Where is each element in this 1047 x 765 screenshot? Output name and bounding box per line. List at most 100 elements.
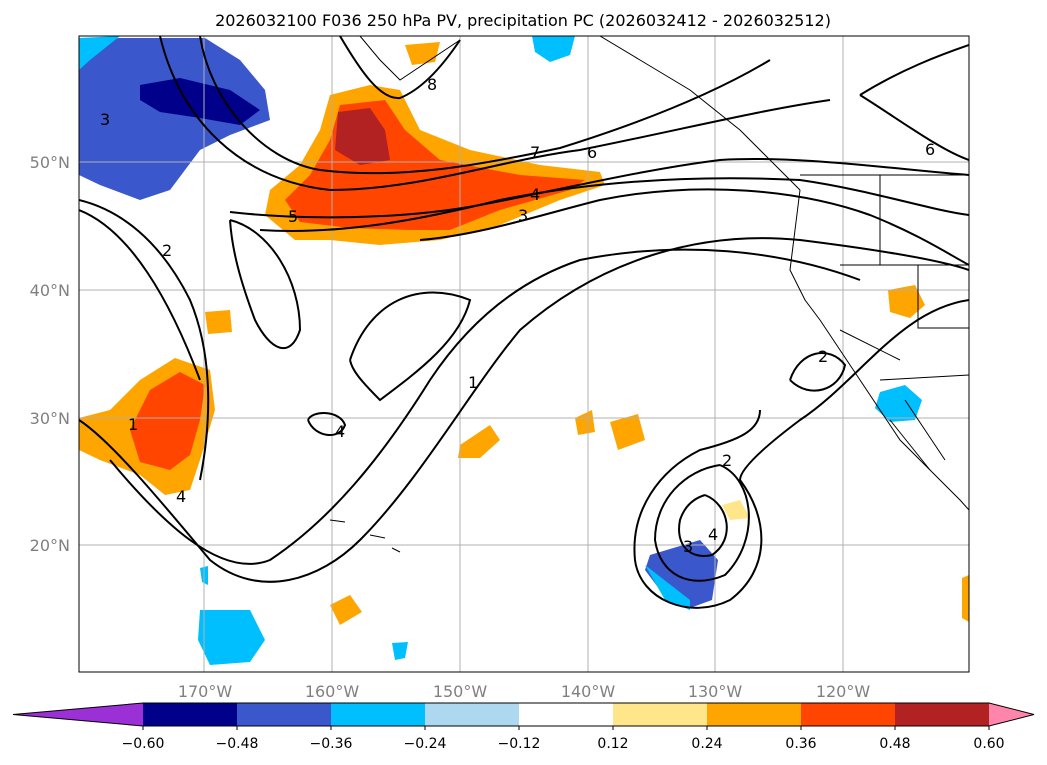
map-area: 1 2 3 4 5 6 7 8 1 2 3 4 2 3 4 4 6 2 <box>79 36 969 672</box>
colorbar-extend-high <box>989 703 1034 726</box>
pv-contour-cutoff-outer <box>633 299 969 609</box>
contour-label: 3 <box>518 206 528 225</box>
lon-tick-label: 150°W <box>433 682 488 701</box>
colorbar-extend-low <box>13 703 143 726</box>
pv-contour-8 <box>339 36 461 100</box>
pv-contour-6-east <box>859 44 969 161</box>
colorbar-tick-label: −0.12 <box>498 736 541 752</box>
pv-contour-2 <box>79 199 210 481</box>
contour-label: 2 <box>722 451 732 470</box>
contour-label: 8 <box>427 75 437 94</box>
negative-field-northwest <box>79 38 270 200</box>
positive-field-gulf-core <box>335 108 390 165</box>
pv-contour-1 <box>79 237 969 583</box>
contour-label: 2 <box>162 241 172 260</box>
lon-tick-label: 170°W <box>178 682 233 701</box>
colorbar-tick-label: 0.12 <box>597 736 628 752</box>
pv-contour-small-loop <box>307 412 347 436</box>
figure-title: 2026032100 F036 250 hPa PV, precipitatio… <box>215 11 831 30</box>
contour-label: 6 <box>925 140 935 159</box>
map-frame <box>78 35 970 673</box>
colorbar-tick-label: −0.60 <box>122 736 165 752</box>
colorbar-tick-label: 0.36 <box>785 736 816 752</box>
contour-label: 5 <box>288 207 298 226</box>
colorbar-segment <box>801 703 896 726</box>
contour-label: 4 <box>530 185 540 204</box>
contour-label: 3 <box>683 537 693 556</box>
lat-tick-label: 30°N <box>30 409 70 428</box>
pv-contour-3 <box>419 188 969 266</box>
lon-tick-label: 120°W <box>816 682 871 701</box>
negative-field-northwest-core <box>140 78 260 125</box>
lat-tick-label: 50°N <box>30 153 70 172</box>
coastline-alaska <box>359 36 801 191</box>
negative-field-baja <box>875 385 922 422</box>
lon-tick-label: 160°W <box>305 682 360 701</box>
islands-hawaii <box>329 519 401 553</box>
pv-contour-2-loop <box>349 291 472 402</box>
negative-field-small <box>392 642 408 660</box>
colorbar-tick-label: 0.24 <box>691 736 722 752</box>
pv-contour-2-west <box>229 219 302 350</box>
positive-field-california <box>888 285 925 318</box>
colorbar-tick-label: −0.24 <box>404 736 447 752</box>
colorbar-segment <box>895 703 990 726</box>
colorbar-segment <box>519 703 614 726</box>
colorbar-segment <box>707 703 802 726</box>
pv-contours <box>79 36 969 609</box>
negative-field-north <box>532 36 575 62</box>
lat-ticks: 50°N 40°N 30°N 20°N <box>30 153 70 555</box>
coastlines <box>329 36 969 553</box>
precip-negative-fields <box>79 36 922 665</box>
pv-contour-5 <box>229 158 969 219</box>
lat-tick-label: 40°N <box>30 281 70 300</box>
positive-field-mid1 <box>458 425 500 458</box>
colorbar-segment <box>143 703 238 726</box>
negative-field-south <box>198 610 265 665</box>
negative-field-southeast-edge <box>645 565 690 610</box>
pv-contour-6 <box>159 36 831 192</box>
colorbar-segment <box>613 703 708 726</box>
positive-field-southeast-small <box>722 500 750 520</box>
contour-label: 2 <box>818 347 828 366</box>
contour-label: 7 <box>530 143 540 162</box>
colorbar-segment <box>237 703 332 726</box>
colorbar: −0.60 −0.48 −0.36 −0.24 −0.12 0.12 0.24 0.36 0.4… <box>12 702 1035 752</box>
positive-field-west-core <box>130 372 205 470</box>
contour-label: 4 <box>335 422 345 441</box>
colorbar-tick-label: −0.36 <box>310 736 353 752</box>
positive-field-east-edge <box>962 575 969 622</box>
colorbar-tick-label: −0.48 <box>216 736 259 752</box>
contour-label: 1 <box>468 373 478 392</box>
pv-contour-cutoff-inner <box>678 494 728 557</box>
contour-label: 3 <box>100 110 110 129</box>
contour-label: 6 <box>587 143 597 162</box>
colorbar-tick-label: 0.60 <box>973 736 1004 752</box>
pv-contour-4 <box>259 177 969 232</box>
lat-tick-label: 20°N <box>30 536 70 555</box>
contour-label: 4 <box>176 487 186 506</box>
lon-tick-label: 140°W <box>561 682 616 701</box>
pv-contour-cutoff-mid <box>653 464 750 582</box>
pv-contour-7 <box>199 36 771 175</box>
contour-label: 4 <box>708 525 718 544</box>
pv-contour-1-inner <box>109 248 861 565</box>
colorbar-segment <box>425 703 520 726</box>
coastline-north-america <box>789 189 969 511</box>
border-us-mexico <box>879 374 969 381</box>
positive-field-mid2 <box>575 410 595 435</box>
negative-field-northwest-edge <box>79 36 120 70</box>
lon-ticks: 170°W 160°W 150°W 140°W 130°W 120°W <box>178 682 871 701</box>
positive-field-south <box>330 595 362 625</box>
colorbar-segment <box>331 703 426 726</box>
coastline-baja <box>889 399 946 471</box>
positive-field-west-small <box>205 310 232 334</box>
contour-labels: 1 2 3 4 5 6 7 8 1 2 3 4 2 3 4 4 6 2 <box>100 75 935 556</box>
pv-contour-2-small <box>789 352 847 392</box>
contour-label: 1 <box>128 415 138 434</box>
colorbar-tick-label: 0.48 <box>879 736 910 752</box>
positive-field-mid3 <box>610 414 645 450</box>
lon-tick-label: 130°W <box>688 682 743 701</box>
